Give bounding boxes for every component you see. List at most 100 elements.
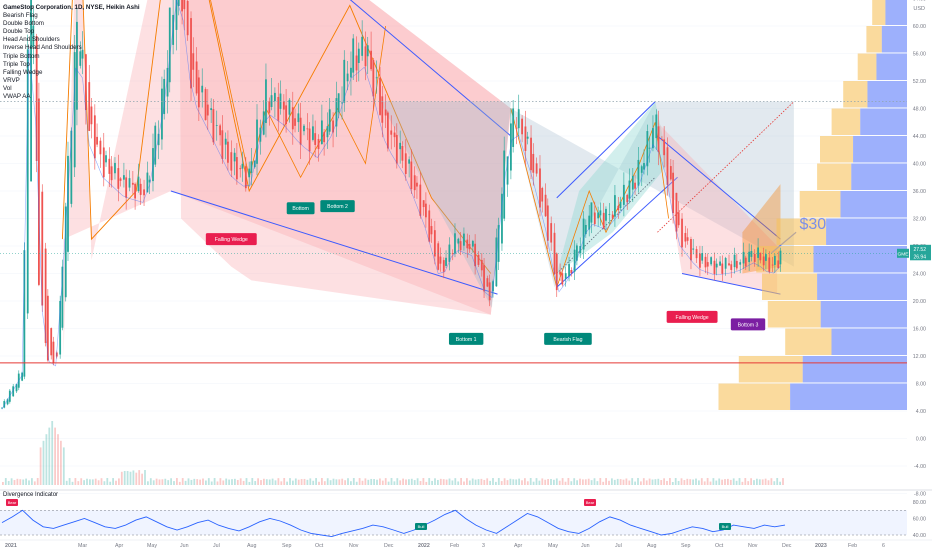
volume-bar <box>770 478 773 485</box>
candle-body <box>274 92 276 102</box>
candle-body <box>73 52 76 168</box>
vp-bar-up <box>866 26 882 53</box>
volume-bar <box>521 480 523 485</box>
candle-body <box>357 48 360 63</box>
candle-body <box>131 182 134 185</box>
candle-body <box>602 212 605 229</box>
candle-body <box>239 168 242 170</box>
candle-body <box>328 109 331 132</box>
legend-item[interactable]: VRVP <box>3 76 20 84</box>
vwap-line <box>1 0 781 410</box>
volume-bar <box>390 478 393 485</box>
price-tick-label: 64.00 <box>913 0 926 3</box>
pattern-overlays <box>61 0 797 356</box>
candle-body <box>681 218 683 248</box>
legend-item[interactable]: Triple Top <box>3 60 30 68</box>
legend-item[interactable]: Double Top <box>3 28 35 36</box>
volume-bar <box>515 479 518 485</box>
legend-item[interactable]: Falling Wedge <box>3 68 43 76</box>
volume-bar <box>19 479 22 485</box>
osc-signal-text: Bear <box>586 500 595 505</box>
volume-bar <box>74 478 77 485</box>
pattern-area-pink-2 <box>179 0 511 315</box>
candle-body <box>748 251 751 263</box>
price-axis[interactable]: USD124.00120.00116.00112.00108.00104.001… <box>897 0 932 498</box>
volume-bar <box>13 480 16 485</box>
candle-body <box>626 194 629 203</box>
candle-body <box>206 104 209 116</box>
candle-body <box>110 166 113 181</box>
legend-item[interactable]: Triple Bottom <box>3 52 40 60</box>
volume-bar <box>236 479 239 485</box>
volume-bar <box>318 481 320 485</box>
vp-bar-down <box>820 301 907 328</box>
legend-item[interactable]: Vol <box>3 84 12 92</box>
volume-bar <box>381 480 384 485</box>
candle-body <box>210 108 213 111</box>
legend-item[interactable]: VWAP AA <box>3 93 31 101</box>
candlesticks <box>1 0 782 410</box>
volume-bar <box>634 481 636 485</box>
candle-body <box>544 194 547 217</box>
projection-line-red <box>657 101 795 233</box>
wedge-2022-upper <box>657 135 781 240</box>
candle-body <box>288 99 291 115</box>
time-tick-label: 2023 <box>815 543 827 549</box>
candle-body <box>582 218 585 250</box>
candle-body <box>410 161 413 190</box>
volume-bar <box>576 480 578 485</box>
candle-body <box>468 243 471 250</box>
volume-bar <box>60 440 62 485</box>
candle-body <box>454 233 456 254</box>
volume-bar <box>599 478 602 485</box>
candle-body <box>114 162 116 174</box>
volume-bar <box>584 479 587 485</box>
candle-body <box>757 247 759 258</box>
vp-bar-down <box>867 81 907 108</box>
volume-bar <box>573 478 576 485</box>
volume-bar <box>408 479 410 485</box>
volume-bar <box>202 478 204 485</box>
price-tick-label: -4.00 <box>914 464 926 470</box>
candle-body <box>224 138 227 145</box>
volume-bar <box>271 478 274 485</box>
volume-bar <box>332 478 335 485</box>
oscillator-pane: Divergence Indicator Bear Bull Bear Bull 80.0… <box>0 489 932 539</box>
volume-bar <box>323 481 326 485</box>
volume-bar <box>538 480 541 485</box>
candle-body <box>611 214 614 219</box>
candle-body <box>692 248 695 250</box>
legend-item[interactable]: Inverse Head And Shoulders <box>3 44 82 52</box>
candle-body <box>401 146 404 161</box>
candle-body <box>44 248 47 343</box>
candle-body <box>366 45 369 57</box>
volume-bar <box>303 478 306 485</box>
volume-bar <box>280 481 283 485</box>
volume-bar <box>129 471 132 485</box>
volume-bar <box>431 480 433 485</box>
volume-bar <box>225 478 228 485</box>
legend-item[interactable]: Double Bottom <box>3 20 44 28</box>
candle-body <box>346 73 349 82</box>
volume-bar <box>277 478 280 485</box>
candle-body <box>212 109 215 143</box>
candle-body <box>308 128 311 152</box>
candle-body <box>46 295 49 361</box>
legend-item[interactable]: Bearish Flag <box>3 12 38 20</box>
time-axis[interactable]: 2021 Mar Apr May Jun Jul Aug Sep Oct Nov Dec 2022 Fe… <box>0 539 932 549</box>
volume-bar <box>698 480 700 485</box>
price-tick-label: 40.00 <box>913 162 926 168</box>
candle-body <box>488 282 491 301</box>
volume-bar <box>535 478 538 485</box>
price-tick-label: 52.00 <box>913 79 926 85</box>
volume-bar <box>526 481 529 485</box>
time-tick-label: Sep <box>282 543 291 549</box>
volume-bar <box>65 480 68 485</box>
candle-body <box>168 7 171 83</box>
volume-bar <box>631 478 634 485</box>
candle-body <box>568 264 570 276</box>
volume-bar <box>135 472 138 485</box>
legend-item[interactable]: Head And Shoulders <box>3 36 60 44</box>
time-tick-label: Dec <box>384 543 394 549</box>
